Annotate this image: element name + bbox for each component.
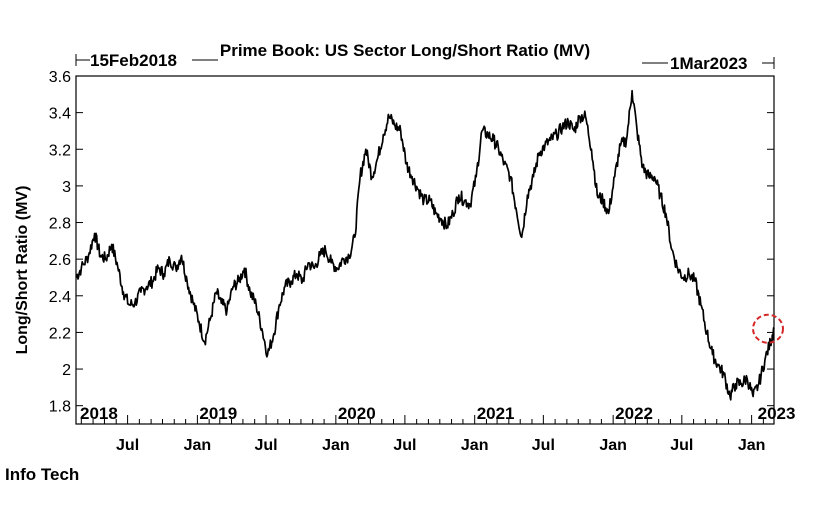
x-year-label: 2022 xyxy=(615,404,653,423)
y-tick-label: 2.8 xyxy=(49,216,71,233)
y-tick-label: 3.2 xyxy=(49,142,71,159)
date-range-end-label: 1Mar2023 xyxy=(670,54,748,73)
y-tick-label: 2.2 xyxy=(49,325,71,342)
sector-footer-label: Info Tech xyxy=(5,465,79,484)
highlight-group xyxy=(752,313,784,344)
chart-title: Prime Book: US Sector Long/Short Ratio (… xyxy=(220,41,590,60)
x-year-label: 2019 xyxy=(199,404,237,423)
x-month-label: Jul xyxy=(670,437,693,454)
y-axis-ticks: 1.8 2 2.2 2.4 2.6 2.8 3 3.2 3.4 3.6 xyxy=(49,69,774,416)
x-month-label: Jan xyxy=(184,437,212,454)
y-tick-label: 2.4 xyxy=(49,289,71,306)
y-tick-label: 1.8 xyxy=(49,399,71,416)
highlight-circle xyxy=(752,313,784,344)
x-axis-ticks: Jul Jan Jul Jan Jul Jan Jul Jan Jul Jan 2018 2019 20… xyxy=(80,404,795,454)
x-year-label: 2023 xyxy=(758,404,796,423)
x-year-label: 2018 xyxy=(80,404,118,423)
y-tick-label: 3.6 xyxy=(49,69,71,86)
date-range-start: 15Feb2018 xyxy=(75,51,218,70)
x-month-label: Jan xyxy=(461,437,489,454)
plot-frame xyxy=(75,75,775,425)
y-tick-label: 2 xyxy=(62,362,71,379)
x-month-label: Jan xyxy=(738,437,766,454)
y-tick-label: 3 xyxy=(62,179,71,196)
series-line xyxy=(75,89,775,401)
x-month-label: Jan xyxy=(599,437,627,454)
series-group xyxy=(75,89,775,401)
x-month-label: Jul xyxy=(254,437,277,454)
date-range-end: 1Mar2023 xyxy=(642,54,775,73)
x-month-label: Jul xyxy=(116,437,139,454)
x-month-label: Jan xyxy=(322,437,350,454)
x-month-label: Jul xyxy=(532,437,555,454)
x-year-label: 2020 xyxy=(338,404,376,423)
x-year-label: 2021 xyxy=(477,404,515,423)
y-tick-label: 2.6 xyxy=(49,252,71,269)
y-tick-label: 3.4 xyxy=(49,106,71,123)
date-range-start-label: 15Feb2018 xyxy=(90,51,177,70)
y-axis-label: Long/Short Ratio (MV) xyxy=(14,186,31,355)
x-month-label: Jul xyxy=(393,437,416,454)
